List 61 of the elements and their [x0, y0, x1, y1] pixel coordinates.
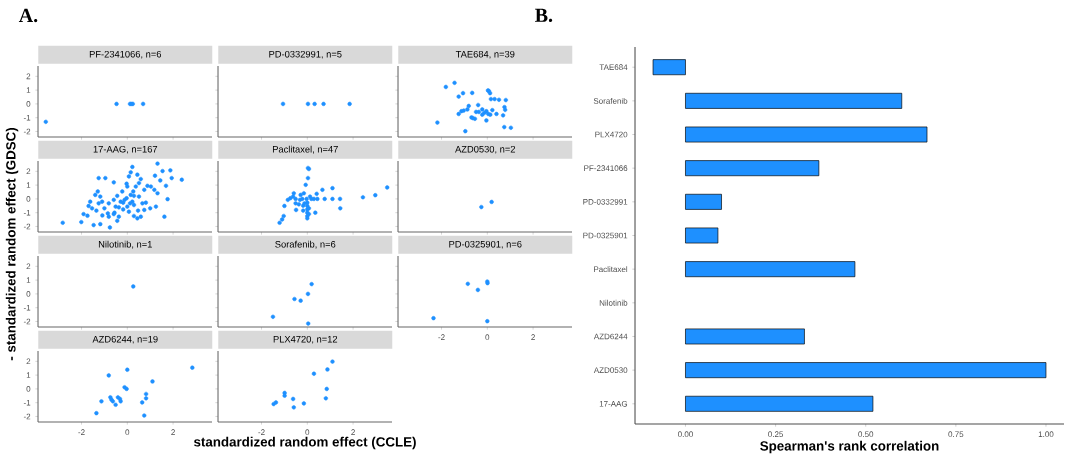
chart-title: AZD0530, n=2 [455, 145, 516, 154]
y-tick-label: PD-0325901 [583, 232, 628, 239]
x-tick-label: 0.25 [768, 431, 784, 438]
chart-title: 17-AAG, n=167 [93, 145, 158, 154]
chart-title: PD-0332991, n=5 [269, 50, 342, 59]
y-tick-label: 2 [26, 263, 31, 270]
x-tick-label: 2 [531, 334, 535, 340]
y-tick-label: 1 [26, 277, 31, 283]
chart-title: Nilotinib, n=1 [98, 240, 152, 249]
y-tick-label: -2 [23, 413, 31, 420]
y-tick-label: 0 [26, 101, 31, 107]
chart-title: Sorafenib, n=6 [275, 240, 336, 249]
y-tick-label: Nilotinib [599, 299, 628, 306]
y-tick-label: PF-2341066 [584, 165, 628, 172]
text: A. [18, 8, 38, 23]
y-tick-label: 2 [26, 168, 31, 175]
y-tick-label: 1 [26, 87, 31, 93]
y-tick-label: 0 [26, 291, 31, 297]
chart-title: PD-0325901, n=6 [449, 240, 522, 249]
x-tick-label: 0.00 [678, 431, 693, 438]
y-tick-label: PD-0332991 [583, 199, 628, 205]
x-tick-label: 0 [485, 334, 490, 341]
x-tick-label: 0.75 [948, 431, 964, 438]
x-axis-title: Spearman's rank correlation [760, 440, 939, 454]
x-tick-label: 0 [125, 429, 130, 436]
x-tick-label: 2 [351, 429, 355, 435]
x-tick-label: 2 [171, 429, 175, 435]
y-tick-label: Paclitaxel [594, 266, 628, 273]
chart-title: Paclitaxel, n=47 [272, 145, 338, 154]
chart-title: AZD6244, n=19 [92, 335, 158, 344]
y-tick-label: -2 [23, 223, 31, 230]
x-tick-label: 0.50 [858, 431, 874, 438]
text: B. [535, 8, 553, 23]
x-tick-label: -2 [258, 429, 265, 435]
y-tick-label: 2 [26, 358, 31, 365]
y-axis-title: - standardized random effect (GDSC) [5, 127, 19, 361]
y-tick-label: -1 [23, 114, 31, 121]
y-tick-label: 1 [26, 372, 31, 378]
y-tick-label: -1 [23, 399, 31, 406]
y-tick-label: PLX4720 [595, 131, 628, 138]
y-tick-label: 17-AAG [599, 400, 628, 407]
x-tick-label: 0 [305, 429, 310, 436]
y-tick-label: TAE684 [599, 64, 628, 71]
y-tick-label: -1 [23, 304, 31, 311]
x-tick-label: -2 [438, 334, 445, 340]
y-tick-label: 2 [26, 73, 31, 80]
y-tick-label: 1 [26, 182, 31, 188]
y-tick-label: AZD6244 [593, 333, 628, 340]
y-tick-label: 0 [26, 386, 31, 392]
y-tick-label: Sorafenib [593, 97, 628, 104]
y-tick-label: -1 [23, 209, 31, 216]
chart-title: TAE684, n=39 [455, 50, 515, 59]
x-axis-title: standardized random effect (CCLE) [193, 436, 416, 450]
y-tick-label: AZD0530 [593, 367, 628, 373]
y-tick-label: -2 [23, 128, 31, 135]
y-tick-label: -2 [23, 318, 31, 325]
chart-title: PLX4720, n=12 [273, 335, 338, 344]
x-tick-label: -2 [78, 429, 85, 435]
x-tick-label: 1.00 [1038, 431, 1054, 438]
chart-title: PF-2341066, n=6 [89, 50, 162, 59]
y-tick-label: 0 [26, 196, 31, 202]
